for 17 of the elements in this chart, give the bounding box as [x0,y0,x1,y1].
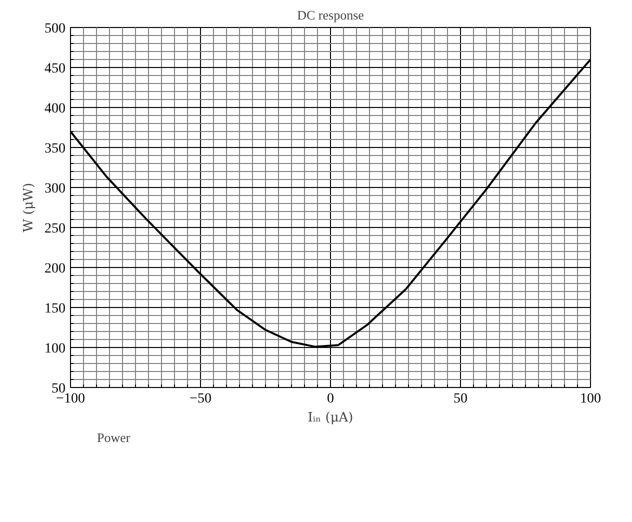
y-tick-label: 450 [44,62,66,76]
y-tick-label: 350 [44,142,66,156]
y-tick-label: 200 [44,262,66,276]
y-tick-label: 100 [44,342,66,356]
chart-title: DC response [297,8,364,22]
y-tick-label: 250 [44,222,66,236]
y-tick-label: 400 [44,102,66,116]
x-axis-title: Iᵢₙ (μA) [308,410,354,426]
x-tick-label: 100 [580,392,601,406]
y-axis-title: W (μW) [22,182,36,232]
text: Power [97,430,130,446]
y-tick-label: 500 [44,22,66,36]
x-tick-label: −50 [190,392,212,406]
y-tick-label: 300 [44,182,66,196]
x-tick-label: 50 [454,392,468,406]
y-tick-label: 150 [44,302,66,316]
x-tick-label: 0 [327,392,334,406]
